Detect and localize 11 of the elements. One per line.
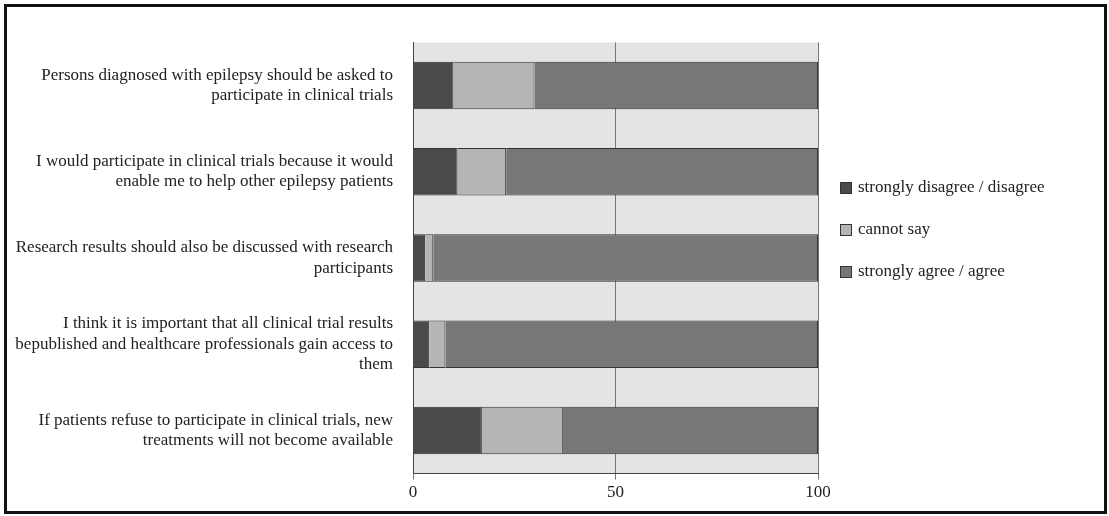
- x-tick-label: 100: [805, 482, 831, 502]
- legend-label: strongly agree / agree: [858, 261, 1005, 281]
- legend-label: cannot say: [858, 219, 931, 239]
- y-tick-label: I would participate in clinical trials because it would enable me to help other epilepsy patients: [36, 151, 394, 191]
- y-tick-label: Research results should also be discussed with research participants: [15, 237, 394, 277]
- legend-label: strongly disagree / disagree: [858, 177, 1045, 197]
- y-tick-label: I think it is important that all clinical trial results bepublished and healthcare professionals gain access to them: [15, 313, 393, 374]
- y-tick-label: If patients refuse to participate in clinical trials, new treatments will not become available: [38, 409, 394, 450]
- y-tick-label: Persons diagnosed with epilepsy should be asked to participate in clinical trials: [41, 64, 393, 105]
- x-tick-label: 50: [607, 482, 624, 502]
- x-tick-label: 0: [408, 482, 418, 502]
